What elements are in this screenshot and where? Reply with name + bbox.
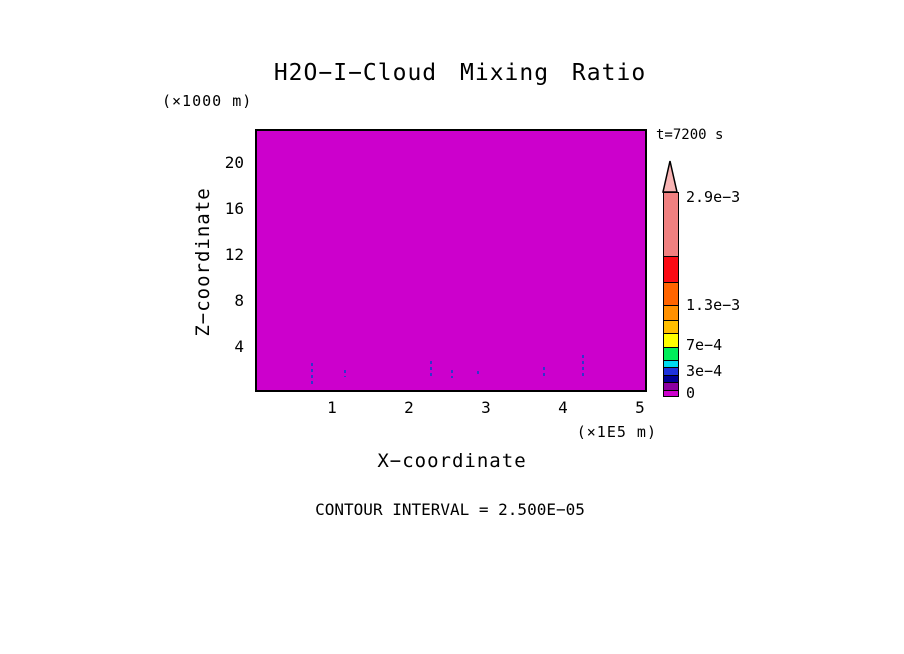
colorbar-segment-green xyxy=(664,347,678,360)
y-tick-4: 4 xyxy=(234,337,244,356)
x-tick-5: 5 xyxy=(635,398,645,417)
colorbar-segment-yellow xyxy=(664,333,678,347)
colorbar-segment-purple xyxy=(664,382,678,390)
y-tick-8: 8 xyxy=(234,291,244,310)
contour-fragment xyxy=(451,370,453,378)
x-tick-2: 2 xyxy=(404,398,414,417)
colorbar-segment-blue xyxy=(664,367,678,375)
y-tick-16: 16 xyxy=(224,199,244,218)
chart-title: H2O−I−Cloud Mixing Ratio xyxy=(273,60,647,86)
colorbar-arrow-icon xyxy=(662,160,678,193)
y-axis-units: (×1000 m) xyxy=(162,92,253,110)
colorbar-label-3e-4: 3e−4 xyxy=(686,362,723,380)
colorbar-label-7e-4: 7e−4 xyxy=(686,336,723,354)
colorbar-segment-red xyxy=(664,256,678,282)
y-tick-20: 20 xyxy=(224,153,244,172)
contour-fragment xyxy=(477,371,479,376)
time-label: t=7200 s xyxy=(656,127,724,143)
colorbar-label-1p3e-3: 1.3e−3 xyxy=(686,296,741,314)
colorbar-segment-navy xyxy=(664,375,678,382)
colorbar-segment-salmon xyxy=(664,193,678,256)
colorbar-segment-magenta xyxy=(664,390,678,396)
contour-fragment xyxy=(430,361,432,378)
contour-fragment xyxy=(582,355,584,376)
colorbar-label-zero: 0 xyxy=(686,384,696,402)
contour-fragment xyxy=(543,367,545,379)
colorbar xyxy=(663,192,679,397)
contour-interval-note: CONTOUR INTERVAL = 2.500E−05 xyxy=(315,500,585,519)
colorbar-segment-cyan xyxy=(664,360,678,367)
x-axis-units: (×1E5 m) xyxy=(576,423,657,441)
x-tick-4: 4 xyxy=(558,398,568,417)
colorbar-label-max: 2.9e−3 xyxy=(686,188,741,206)
colorbar-segment-orange-red xyxy=(664,282,678,305)
contour-fragment xyxy=(311,363,313,385)
plot-area xyxy=(255,129,647,392)
colorbar-segment-orange xyxy=(664,305,678,320)
contour-fragment xyxy=(344,370,346,377)
x-axis-label: X−coordinate xyxy=(377,450,527,472)
colorbar-segment-amber xyxy=(664,320,678,333)
y-tick-12: 12 xyxy=(224,245,244,264)
x-tick-3: 3 xyxy=(481,398,491,417)
y-axis-label: Z−coordinate xyxy=(192,187,214,337)
x-tick-1: 1 xyxy=(327,398,337,417)
